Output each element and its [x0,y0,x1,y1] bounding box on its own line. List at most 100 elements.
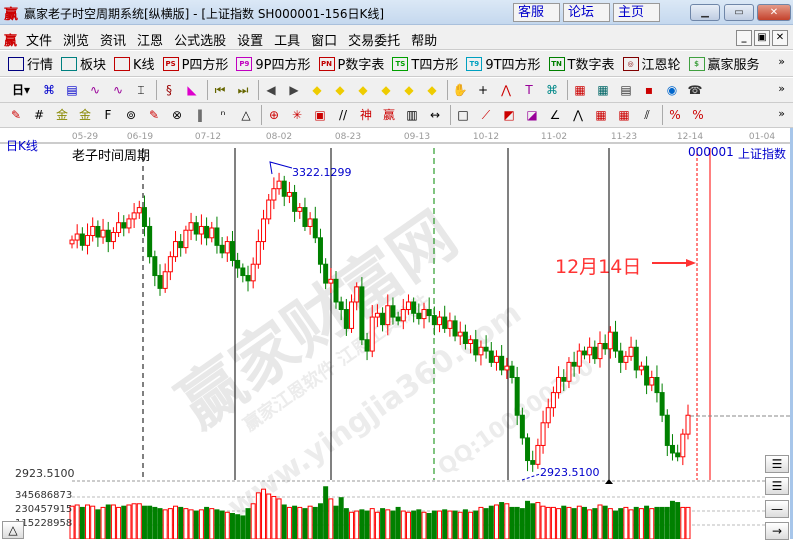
parallel-icon[interactable]: ‖ [197,108,203,122]
toolbar-button[interactable]: ◎ 江恩轮 [622,54,681,73]
wave9-icon[interactable]: ∿ [112,83,124,97]
zoom-out-button[interactable]: ☰ [765,477,789,495]
percent-line-icon[interactable]: % [692,108,704,122]
zoom-in-button[interactable]: ☰ [765,455,789,473]
save-icon[interactable]: ▪ [644,83,654,97]
pattern-icon[interactable]: ⌘ [43,83,55,97]
hand-icon[interactable]: ✋ [452,83,468,97]
ruler-icon[interactable]: ▥ [406,108,418,122]
pen-icon[interactable]: ✎ [10,108,22,122]
minimize-button[interactable]: ▁ [690,4,720,21]
expand-v-icon[interactable]: ◆ [404,83,414,97]
child-restore-button[interactable]: ▣ [754,30,770,46]
square-icon[interactable]: ⁿ [220,108,226,122]
child-close-button[interactable]: ✕ [772,30,788,46]
toolbar-button[interactable]: $ 赢家服务 [688,54,760,73]
triangle-icon[interactable]: △ [241,108,251,122]
box-icon[interactable]: □ [457,108,469,122]
toolbar-button[interactable]: K线 [114,54,155,73]
gold-lines-icon[interactable]: 金 [55,108,68,122]
menu-item[interactable]: 文件 [26,34,53,49]
clipboard-icon[interactable]: ▤ [66,83,78,97]
candle-type-icon[interactable]: ⌶ [137,83,145,97]
toolbar-button[interactable]: T9 9T四方形 [466,54,541,73]
fan3-icon[interactable]: ◪ [526,108,538,122]
menu-item[interactable]: 江恩 [137,34,164,49]
spiral-icon[interactable]: ⊚ [125,108,137,122]
shrink-icon[interactable]: ◆ [381,83,391,97]
vertical-scrollbar[interactable] [790,128,793,539]
toolbar-overflow-button[interactable]: » [778,107,785,120]
percent-icon[interactable]: % [669,108,681,122]
menu-item[interactable]: 浏览 [63,34,90,49]
flag-icon[interactable]: ◣ [187,83,197,97]
menu-item[interactable]: 窗口 [311,34,338,49]
fan-icon[interactable]: ⟋ [481,108,491,122]
chart-canvas[interactable]: 05-29 06-19 07-12 08-02 08-23 09-13 10-12 11-02… [0,128,790,539]
child-minimize-button[interactable]: _ [736,30,752,46]
network-icon[interactable]: ◉ [666,83,678,97]
next-icon[interactable]: ▶ [289,83,299,97]
toolbar-button[interactable]: TN T数字表 [548,54,615,73]
menu-item[interactable]: 帮助 [411,34,438,49]
wave3-icon[interactable]: ∿ [89,83,101,97]
fit-icon[interactable]: ◆ [427,83,437,97]
god-icon[interactable]: 神 [359,108,372,122]
web-icon[interactable]: ✳ [291,108,303,122]
toolbar-button[interactable]: 板块 [61,54,106,73]
right-arrow-icon[interactable]: ◆ [335,83,345,97]
calendar-icon[interactable]: ▦ [574,83,586,97]
measure-icon[interactable]: ↔ [429,108,441,122]
toolbar-button[interactable]: 行情 [8,54,53,73]
menu-item[interactable]: 资讯 [100,34,127,49]
period-dropdown[interactable]: 日▾ [11,83,31,97]
ratio-icon[interactable]: // [338,108,348,122]
grid-lines-icon[interactable]: # [33,108,45,122]
calculator-icon[interactable]: ▦ [597,83,609,97]
menu-item[interactable]: 工具 [274,34,301,49]
first-bar-icon[interactable]: ⏮ [214,83,226,97]
zigzag-icon[interactable]: ⋀ [573,108,583,122]
grid2-icon[interactable]: ▦ [618,108,630,122]
slash-icon[interactable]: ⫽ [644,108,650,122]
document-icon[interactable]: ▤ [620,83,632,97]
toolbar-button[interactable]: PS P四方形 [162,54,228,73]
scroll-right-button[interactable]: → [765,522,789,540]
target-icon[interactable]: ⊕ [268,108,280,122]
menu-item[interactable]: 交易委托 [348,34,401,49]
menu-item[interactable]: 公式选股 [174,34,227,49]
crosshair-icon[interactable]: + [477,83,489,97]
angle-icon[interactable]: ∠ [549,108,561,122]
forum-link[interactable]: 论坛 [563,3,610,22]
toolbar-button[interactable]: P9 9P四方形 [236,54,311,73]
expand-h-icon[interactable]: ◆ [358,83,368,97]
win-icon[interactable]: 赢 [382,108,395,122]
t-icon[interactable]: T [525,83,533,97]
maximize-button[interactable]: ▭ [724,4,754,21]
toolbar-overflow-button[interactable]: » [778,82,785,95]
menu-item[interactable]: 设置 [237,34,264,49]
toolbar-overflow-button[interactable]: » [778,55,785,68]
homepage-link[interactable]: 主页 [613,3,660,22]
toolbar-button[interactable]: PN P数字表 [318,54,384,73]
close-button[interactable]: ✕ [757,4,791,21]
pencil-icon[interactable]: ✎ [148,108,160,122]
expand-button[interactable]: △ [2,521,24,539]
prev-icon[interactable]: ◀ [266,83,276,97]
last-bar-icon[interactable]: ⏭ [237,83,249,97]
kline-chart[interactable]: 05-29 06-19 07-12 08-02 08-23 09-13 10-12 11-02… [0,128,790,540]
left-arrow-icon[interactable]: ◆ [312,83,322,97]
circle-grid-icon[interactable]: ⊗ [171,108,183,122]
grid-icon[interactable]: ▦ [595,108,607,122]
support-link[interactable]: 客服 [513,3,560,22]
fibo-icon[interactable]: F [104,108,112,122]
brain-icon[interactable]: ⌘ [546,83,558,97]
line-draw-icon[interactable]: ⋀ [501,83,511,97]
fan2-icon[interactable]: ◩ [503,108,515,122]
shrink-button[interactable]: — [765,500,789,518]
toolbar-button[interactable]: TS T四方形 [392,54,458,73]
gold-lines2-icon[interactable]: 金 [78,108,91,122]
phone-icon[interactable]: ☎ [687,83,703,97]
gann-icon[interactable]: § [166,83,172,97]
square-web-icon[interactable]: ▣ [314,108,326,122]
